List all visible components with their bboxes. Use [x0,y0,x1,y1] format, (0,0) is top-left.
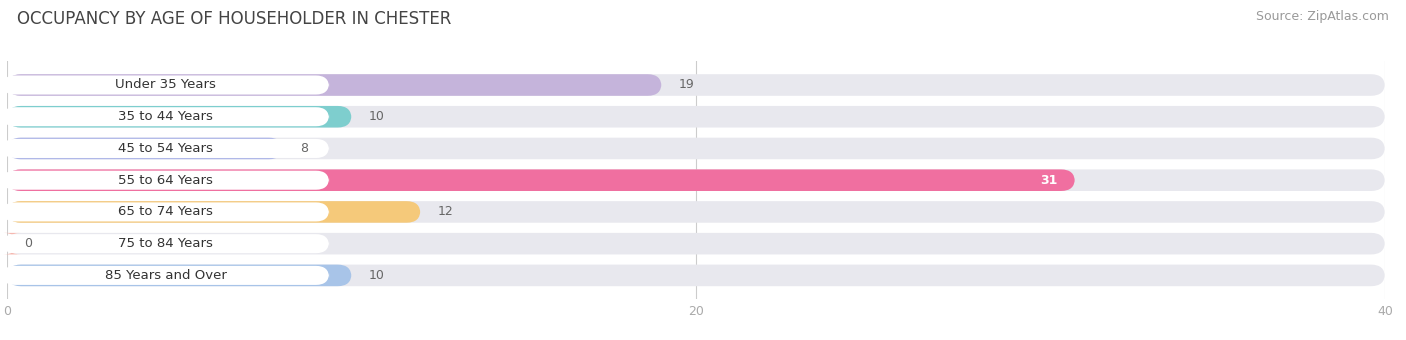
Text: 85 Years and Over: 85 Years and Over [104,269,226,282]
FancyBboxPatch shape [7,201,1385,223]
Text: 35 to 44 Years: 35 to 44 Years [118,110,212,123]
FancyBboxPatch shape [1,139,329,158]
Text: 75 to 84 Years: 75 to 84 Years [118,237,212,250]
Text: 10: 10 [368,269,385,282]
Text: 12: 12 [437,205,453,218]
FancyBboxPatch shape [7,169,1385,191]
Text: 31: 31 [1040,174,1057,187]
FancyBboxPatch shape [7,265,1385,286]
FancyBboxPatch shape [7,138,283,159]
Text: 55 to 64 Years: 55 to 64 Years [118,174,212,187]
Text: 65 to 74 Years: 65 to 74 Years [118,205,212,218]
FancyBboxPatch shape [7,106,1385,128]
FancyBboxPatch shape [7,74,662,96]
Text: OCCUPANCY BY AGE OF HOUSEHOLDER IN CHESTER: OCCUPANCY BY AGE OF HOUSEHOLDER IN CHEST… [17,10,451,28]
Text: 19: 19 [679,79,695,91]
FancyBboxPatch shape [7,74,1385,96]
FancyBboxPatch shape [1,107,329,126]
FancyBboxPatch shape [7,106,351,128]
FancyBboxPatch shape [1,266,329,285]
FancyBboxPatch shape [7,201,420,223]
FancyBboxPatch shape [4,233,21,254]
FancyBboxPatch shape [1,171,329,190]
FancyBboxPatch shape [1,202,329,221]
FancyBboxPatch shape [7,138,1385,159]
FancyBboxPatch shape [1,75,329,95]
FancyBboxPatch shape [7,265,351,286]
FancyBboxPatch shape [1,234,329,253]
FancyBboxPatch shape [7,169,1074,191]
Text: 10: 10 [368,110,385,123]
Text: 8: 8 [299,142,308,155]
Text: Under 35 Years: Under 35 Years [115,79,217,91]
FancyBboxPatch shape [7,233,1385,254]
Text: Source: ZipAtlas.com: Source: ZipAtlas.com [1256,10,1389,23]
Text: 45 to 54 Years: 45 to 54 Years [118,142,212,155]
Text: 0: 0 [24,237,32,250]
